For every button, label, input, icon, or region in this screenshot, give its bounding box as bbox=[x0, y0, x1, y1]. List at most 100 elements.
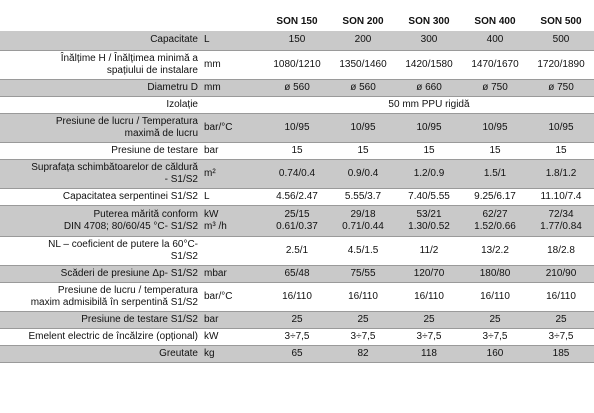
table-cell: 200 bbox=[330, 31, 396, 51]
row-label: Înălțime H / Înălțimea minimă a spațiului… bbox=[0, 50, 200, 80]
cell-value: 160 bbox=[486, 347, 504, 359]
row-label: Presiune de lucru / Temperatura maximă de… bbox=[0, 113, 200, 143]
table-cell: 150 bbox=[264, 31, 330, 51]
cell-value: 400 bbox=[486, 34, 504, 46]
table-cell: 18/2.8 bbox=[528, 236, 594, 266]
table-cell: 185 bbox=[528, 345, 594, 363]
table-cell: 16/110 bbox=[264, 282, 330, 312]
row-label: Puterea mărită conform DIN 4708; 80/60/45… bbox=[0, 205, 200, 237]
table-row: Înălțime H / Înălțimea minimă a spațiului… bbox=[0, 50, 594, 80]
cell-value: 3÷7,5 bbox=[284, 330, 310, 342]
spec-table-body: Capacitate L 150 200 300 400 500 Înălțime H / Î… bbox=[0, 31, 594, 363]
table-cell: 25/15 0.61/0.37 bbox=[264, 205, 330, 237]
table-cell: 1.8/1.2 bbox=[528, 159, 594, 189]
table-cell: 10/95 bbox=[528, 113, 594, 143]
table-cell: 25 bbox=[330, 311, 396, 329]
cell-value: 25 bbox=[423, 313, 435, 325]
table-cell: 9.25/6.17 bbox=[462, 188, 528, 206]
cell-value: 11/2 bbox=[419, 244, 439, 256]
table-cell: 62/27 1.52/0.66 bbox=[462, 205, 528, 237]
cell-value: 16/110 bbox=[348, 290, 378, 302]
table-cell: 11/2 bbox=[396, 236, 462, 266]
table-cell: 13/2.2 bbox=[462, 236, 528, 266]
cell-value: 1080/1210 bbox=[273, 58, 321, 70]
row-label-line: Capacitatea serpentinei S1/S2 bbox=[62, 190, 198, 202]
cell-value: 2.5/1 bbox=[285, 244, 309, 256]
row-label-line: Scăderi de presiune Δp- S1/S2 bbox=[60, 267, 198, 279]
table-cell: 16/110 bbox=[528, 282, 594, 312]
row-label: Scăderi de presiune Δp- S1/S2 bbox=[0, 265, 200, 283]
cell-value: 1720/1890 bbox=[537, 58, 585, 70]
table-cell: ø 560 bbox=[330, 79, 396, 97]
cell-value: 185 bbox=[552, 347, 570, 359]
cell-value: 0.9/0.4 bbox=[347, 167, 379, 179]
row-label-line: Puterea mărită conform bbox=[93, 208, 199, 220]
table-cell: 400 bbox=[462, 31, 528, 51]
table-cell: 4.5/1.5 bbox=[330, 236, 396, 266]
table-cell: 11.10/7.4 bbox=[528, 188, 594, 206]
row-label: Presiune de testare S1/S2 bbox=[0, 311, 200, 329]
cell-value: 72/34 bbox=[548, 208, 574, 220]
row-label: Greutate bbox=[0, 345, 200, 363]
row-unit-line: bar/°C bbox=[204, 290, 233, 302]
cell-value: ø 560 bbox=[284, 81, 310, 93]
cell-value: 1420/1580 bbox=[405, 58, 453, 70]
table-row: Capacitate L 150 200 300 400 500 bbox=[0, 31, 594, 51]
table-row: Presiune de lucru / Temperatura maximă de… bbox=[0, 113, 594, 143]
table-cell: 500 bbox=[528, 31, 594, 51]
table-cell: 65/48 bbox=[264, 265, 330, 283]
cell-value: 25 bbox=[291, 313, 303, 325]
table-cell: 25 bbox=[396, 311, 462, 329]
table-cell: 3÷7,5 bbox=[264, 328, 330, 346]
table-cell: ø 750 bbox=[462, 79, 528, 97]
cell-value: 1.8/1.2 bbox=[545, 167, 577, 179]
row-label-line: Greutate bbox=[159, 347, 198, 359]
row-label-line: NL – coeficient de putere la 60°C- bbox=[48, 238, 198, 250]
row-unit-line: m² bbox=[204, 167, 216, 179]
cell-value: 65/48 bbox=[284, 267, 310, 279]
cell-value: 16/110 bbox=[282, 290, 312, 302]
table-cell: ø 660 bbox=[396, 79, 462, 97]
table-cell: 3÷7,5 bbox=[396, 328, 462, 346]
cell-value: 75/55 bbox=[350, 267, 376, 279]
cell-value: ø 660 bbox=[416, 81, 442, 93]
cell-value: ø 560 bbox=[350, 81, 376, 93]
row-unit-line: L bbox=[204, 34, 210, 46]
row-unit: mm bbox=[200, 79, 264, 97]
row-span-value: 50 mm PPU rigidă bbox=[264, 96, 594, 114]
cell-value: 62/27 bbox=[482, 208, 508, 220]
cell-value: 15 bbox=[291, 144, 303, 156]
row-unit: mm bbox=[200, 50, 264, 80]
cell-value: 3÷7,5 bbox=[416, 330, 442, 342]
cell-value: 300 bbox=[420, 34, 438, 46]
table-cell: 120/70 bbox=[396, 265, 462, 283]
cell-value: ø 750 bbox=[548, 81, 574, 93]
table-cell: 0.9/0.4 bbox=[330, 159, 396, 189]
cell-value: 15 bbox=[357, 144, 369, 156]
table-cell: 3÷7,5 bbox=[462, 328, 528, 346]
row-label: Capacitatea serpentinei S1/S2 bbox=[0, 188, 200, 206]
table-row: Greutate kg 65 82 118 160 185 bbox=[0, 345, 594, 363]
row-label-line: - S1/S2 bbox=[164, 173, 198, 185]
cell-value: 25 bbox=[555, 313, 567, 325]
row-label: Capacitate bbox=[0, 31, 200, 51]
cell-value: 1350/1460 bbox=[339, 58, 387, 70]
cell-value: 18/2.8 bbox=[547, 244, 575, 256]
cell-value: 4.56/2.47 bbox=[276, 190, 318, 202]
row-unit: bar bbox=[200, 311, 264, 329]
cell-value: 1.5/1 bbox=[483, 167, 507, 179]
row-label-line: maxim admisibilă în serpentină S1/S2 bbox=[30, 296, 198, 308]
table-cell: 15 bbox=[330, 142, 396, 160]
cell-value: 0.71/0.44 bbox=[342, 220, 384, 232]
cell-value: 120/70 bbox=[413, 267, 445, 279]
row-unit: bar bbox=[200, 142, 264, 160]
cell-value: 1.2/0.9 bbox=[413, 167, 445, 179]
row-unit: mbar bbox=[200, 265, 264, 283]
table-cell: 1080/1210 bbox=[264, 50, 330, 80]
table-cell: 1350/1460 bbox=[330, 50, 396, 80]
table-cell: 75/55 bbox=[330, 265, 396, 283]
cell-value: 11.10/7.4 bbox=[540, 190, 582, 202]
table-row: NL – coeficient de putere la 60°C- S1/S2 2… bbox=[0, 236, 594, 266]
table-cell: 29/18 0.71/0.44 bbox=[330, 205, 396, 237]
header-col-son200: SON 200 bbox=[342, 16, 384, 27]
